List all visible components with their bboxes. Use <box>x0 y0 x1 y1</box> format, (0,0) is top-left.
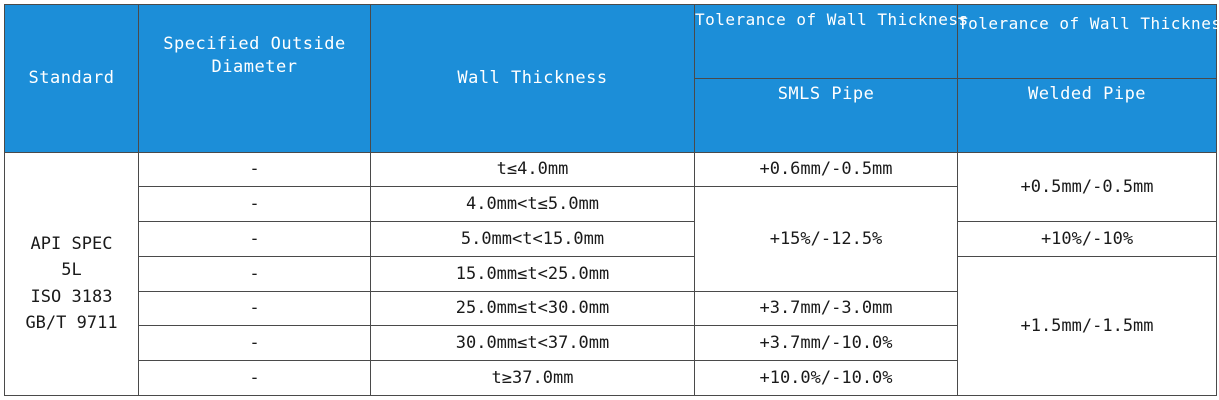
wall-thickness-cell: 25.0mm≤t<30.0mm <box>370 290 695 327</box>
tolerance-table-container: Standard Specified Outside Diameter Wall… <box>4 4 1219 397</box>
smls-tolerance-cell: +3.7mm/-3.0mm <box>694 290 958 327</box>
table-row: API SPEC 5L ISO 3183 GB/T 9711 - t≤4.0mm… <box>4 151 1217 397</box>
header-standard: Standard <box>4 4 139 153</box>
welded-tolerance-cell: +1.5mm/-1.5mm <box>957 255 1217 397</box>
header-row-sub: SMLS Pipe Welded Pipe <box>5 77 1217 153</box>
table-row: - 25.0mm≤t<30.0mm +3.7mm/-3.0mm <box>5 290 1217 327</box>
outside-diameter-cell: - <box>138 255 371 292</box>
wall-thickness-tolerance-table: Standard Specified Outside Diameter Wall… <box>4 4 1219 397</box>
standard-cell: API SPEC 5L ISO 3183 GB/T 9711 <box>4 151 139 397</box>
standard-gbt: GB/T 9711 <box>25 313 118 334</box>
smls-tolerance-cell: +3.7mm/-10.0% <box>694 325 958 362</box>
standard-5l: 5L <box>61 260 82 281</box>
table-row: - 15.0mm≤t<25.0mm +1.5mm/-1.5mm <box>5 255 1217 397</box>
table-row: - 30.0mm≤t<37.0mm +3.7mm/-10.0% <box>5 325 1217 362</box>
outside-diameter-cell: - <box>138 290 371 327</box>
header-tolerance-smls: Tolerance of Wall Thickness <box>694 4 968 79</box>
outside-diameter-cell: - <box>138 360 371 396</box>
welded-tolerance-cell: +0.5mm/-0.5mm <box>957 151 1217 223</box>
outside-diameter-cell: - <box>138 325 371 362</box>
header-welded-pipe: Welded Pipe <box>957 77 1217 153</box>
wall-thickness-cell: 4.0mm<t≤5.0mm <box>370 186 695 223</box>
wall-thickness-cell: t≥37.0mm <box>370 360 695 396</box>
outside-diameter-cell: - <box>138 221 371 257</box>
table-row: - t≥37.0mm +10.0%/-10.0% <box>5 360 1217 396</box>
header-tolerance-welded: Tolerance of Wall Thickness <box>957 4 1219 79</box>
header-outside-diameter-line1: Specified Outside <box>163 34 346 54</box>
header-smls-pipe: SMLS Pipe <box>694 77 958 153</box>
table-row: - 5.0mm<t<15.0mm +10%/-10% <box>5 221 1217 257</box>
header-outside-diameter-line2: Diameter <box>211 56 298 77</box>
smls-tolerance-cell: +15%/-12.5% <box>694 186 958 292</box>
header-row-top: Standard Specified Outside Diameter Wall… <box>4 4 1219 153</box>
outside-diameter-cell: - <box>138 186 371 223</box>
header-outside-diameter: Specified Outside Diameter <box>138 4 371 153</box>
standard-iso: ISO 3183 <box>30 286 113 307</box>
smls-tolerance-cell: +0.6mm/-0.5mm <box>694 151 958 188</box>
wall-thickness-cell: t≤4.0mm <box>370 151 695 188</box>
outside-diameter-cell: - <box>138 151 371 188</box>
wall-thickness-cell: 30.0mm≤t<37.0mm <box>370 325 695 362</box>
wall-thickness-cell: 5.0mm<t<15.0mm <box>370 221 695 257</box>
standard-api-spec: API SPEC <box>30 234 113 255</box>
smls-tolerance-cell: +10.0%/-10.0% <box>694 360 958 396</box>
table-row: - 4.0mm<t≤5.0mm +15%/-12.5% <box>5 186 1217 292</box>
header-wall-thickness: Wall Thickness <box>370 4 695 153</box>
wall-thickness-cell: 15.0mm≤t<25.0mm <box>370 255 695 292</box>
welded-tolerance-cell: +10%/-10% <box>957 221 1217 257</box>
